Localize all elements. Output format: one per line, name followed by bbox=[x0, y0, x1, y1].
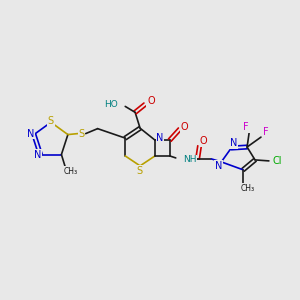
Text: F: F bbox=[243, 122, 249, 132]
Text: O: O bbox=[147, 97, 155, 106]
Text: N: N bbox=[34, 149, 41, 160]
Text: N: N bbox=[230, 138, 237, 148]
Text: S: S bbox=[79, 129, 85, 139]
Text: HO: HO bbox=[104, 100, 118, 109]
Text: N: N bbox=[156, 133, 164, 143]
Text: CH₃: CH₃ bbox=[63, 167, 77, 176]
Text: O: O bbox=[181, 122, 188, 132]
Text: S: S bbox=[48, 116, 54, 126]
Text: N: N bbox=[215, 161, 222, 171]
Text: F: F bbox=[263, 127, 269, 137]
Text: Cl: Cl bbox=[272, 156, 282, 166]
Text: N: N bbox=[27, 129, 35, 139]
Text: CH₃: CH₃ bbox=[241, 184, 255, 193]
Text: NH: NH bbox=[183, 155, 196, 164]
Text: O: O bbox=[200, 136, 207, 146]
Text: S: S bbox=[136, 166, 142, 176]
